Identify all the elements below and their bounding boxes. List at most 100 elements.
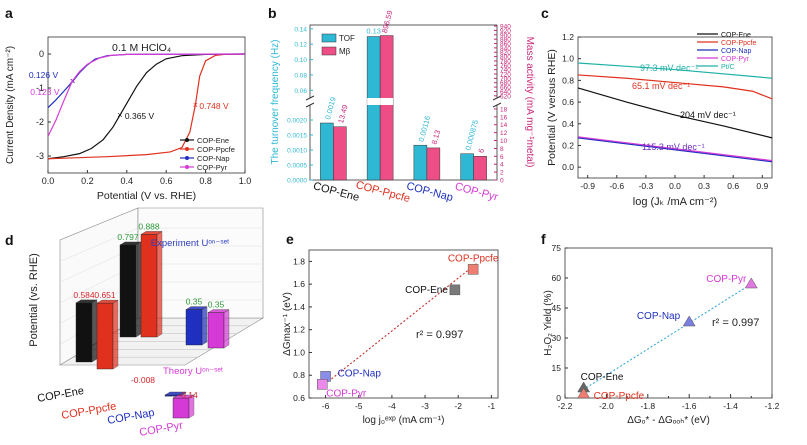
- right-tick-label: 680: [500, 80, 511, 87]
- right-tick-label: 640: [500, 89, 511, 96]
- onset-label: 0.123 V: [30, 87, 60, 97]
- y-tick-label: 1.6: [293, 279, 305, 289]
- legend-label: COP-Pyr: [721, 56, 750, 63]
- category-label: COP-Pyr: [138, 419, 184, 439]
- bar-mass-activity: [426, 147, 441, 181]
- point-label: COP-Ppcfe: [594, 391, 645, 402]
- point-label: COP-Ene: [405, 285, 448, 296]
- fit-line: [318, 263, 477, 390]
- category-label: COP-Nap: [405, 180, 454, 204]
- x-tick-label: -1: [488, 401, 496, 411]
- right-tick-label: 900: [500, 32, 511, 39]
- panel-letter: b: [268, 5, 277, 21]
- right-tick-label: 660: [500, 85, 511, 92]
- x-tick-label: 0.3: [698, 181, 710, 191]
- y-tick-label: 1.4: [293, 302, 305, 312]
- series-line: [577, 87, 773, 139]
- left-tick-label: 0.0000: [287, 178, 307, 185]
- bar-tof: [320, 122, 334, 181]
- point-label: COP-Ene: [581, 372, 624, 383]
- x-tick-label: -2: [454, 401, 462, 411]
- panel-letter: f: [541, 231, 546, 247]
- x-tick-label: -2.2: [558, 401, 573, 411]
- right-tick-label: 920: [500, 28, 511, 35]
- left-tick-label: 0.0020: [287, 118, 307, 125]
- x-tick-label: -1.8: [640, 401, 655, 411]
- y-tick-label: 0.4: [562, 119, 574, 129]
- right-tick-label: 8: [500, 146, 504, 153]
- bar-value-label: 0.13: [366, 27, 381, 36]
- data-point: [744, 277, 758, 289]
- x-tick-label: 0.9: [756, 181, 768, 191]
- y-axis-label-left: The turnover frequency (Hz): [270, 39, 281, 164]
- bar-value-label: -0.008: [131, 375, 155, 385]
- y-tick-label: 0.8: [562, 75, 574, 85]
- plot-frame: [47, 36, 246, 174]
- x-tick-label: -6: [322, 401, 330, 411]
- x-axis-label: ΔGₒ* - ΔGₒₒₕ* (eV): [627, 415, 710, 426]
- axis-break-mark: [305, 102, 315, 108]
- y-tick-label: 0.6: [562, 97, 574, 107]
- y-tick-label: -3: [36, 151, 44, 161]
- y-tick-label: 0.0: [562, 162, 574, 172]
- bar-tof: [413, 144, 428, 181]
- category-label: COP-Ene: [36, 385, 84, 405]
- x-tick-label: -1.2: [765, 401, 780, 411]
- bar-experiment: [207, 312, 225, 349]
- y-tick-label: 1.2: [562, 32, 574, 42]
- axis-break-gap: [308, 98, 499, 105]
- panel-letter: a: [5, 5, 13, 21]
- left-tick-label: 0.06: [294, 88, 307, 95]
- left-tick-label: 0.0005: [287, 163, 307, 170]
- x-axis-label: Potential (V vs. RHE): [97, 190, 196, 202]
- right-tick-label: 760: [500, 63, 511, 70]
- x-tick-label: -1.6: [682, 401, 697, 411]
- right-tick-label: 2: [500, 170, 504, 177]
- series-label-experiment: Experiment Uᵒⁿ⁻ˢᵉᵗ: [151, 238, 229, 249]
- y-tick-label: 1.2: [293, 325, 305, 335]
- y-tick-label: 1.0: [293, 347, 305, 357]
- x-tick-label: 0.8: [199, 176, 212, 186]
- y-tick-label: 45: [552, 303, 562, 313]
- y-axis-label: Potential (vs. RHE): [28, 253, 40, 347]
- slope-label: 65.1 mV dec⁻¹: [632, 81, 690, 91]
- bar-theory-top: [172, 394, 195, 399]
- right-tick-label: 820: [500, 50, 511, 57]
- onset-marker: ×: [193, 100, 198, 110]
- slope-label: 204 mV dec⁻¹: [680, 110, 736, 120]
- panel-letter: c: [541, 5, 549, 21]
- bar-experiment-side: [201, 306, 208, 346]
- series-line: [577, 136, 773, 162]
- bar-experiment-top: [207, 309, 230, 313]
- onset-label: 0.126 V: [29, 70, 59, 80]
- bar-value-label: 8.13: [430, 129, 442, 145]
- bar-experiment-side: [91, 299, 98, 363]
- data-point: [682, 315, 696, 327]
- bar-mass-activity: [333, 126, 347, 181]
- y-tick-label: 1.8: [293, 256, 305, 266]
- bar-value-label: 896.59: [380, 10, 395, 35]
- right-tick-label: 800: [500, 54, 511, 61]
- right-tick-label: 880: [500, 37, 511, 44]
- category-label: COP-Pyr: [454, 181, 500, 204]
- right-tick-label: 780: [500, 58, 511, 65]
- legend-marker: [185, 147, 189, 151]
- plot-frame: [308, 249, 499, 399]
- onset-label: 0.365 V: [125, 111, 155, 121]
- y-axis-label: ΔGmax⁻¹ (eV): [282, 292, 293, 356]
- x-tick-label: 0.6: [160, 176, 173, 186]
- x-tick-label: -0.6: [609, 181, 624, 191]
- left-tick-label: 0.0015: [287, 133, 307, 140]
- y-axis-label-right: Mass activity (mA mg⁻¹metal): [524, 37, 535, 168]
- y-tick-label: -2: [36, 117, 44, 127]
- left-tick-label: 0.12: [294, 42, 307, 49]
- x-tick-label: -3: [421, 401, 429, 411]
- y-tick-label: 0.8: [293, 370, 305, 380]
- y-tick-label: 75: [552, 243, 562, 253]
- category-label: COP-Ppcfe: [354, 179, 411, 205]
- r2-label: r² = 0.997: [712, 317, 759, 329]
- right-tick-label: 940: [500, 24, 511, 31]
- bar-experiment-top: [75, 299, 98, 304]
- onset-label: 0.748 V: [199, 101, 229, 111]
- bar-break: [380, 98, 394, 105]
